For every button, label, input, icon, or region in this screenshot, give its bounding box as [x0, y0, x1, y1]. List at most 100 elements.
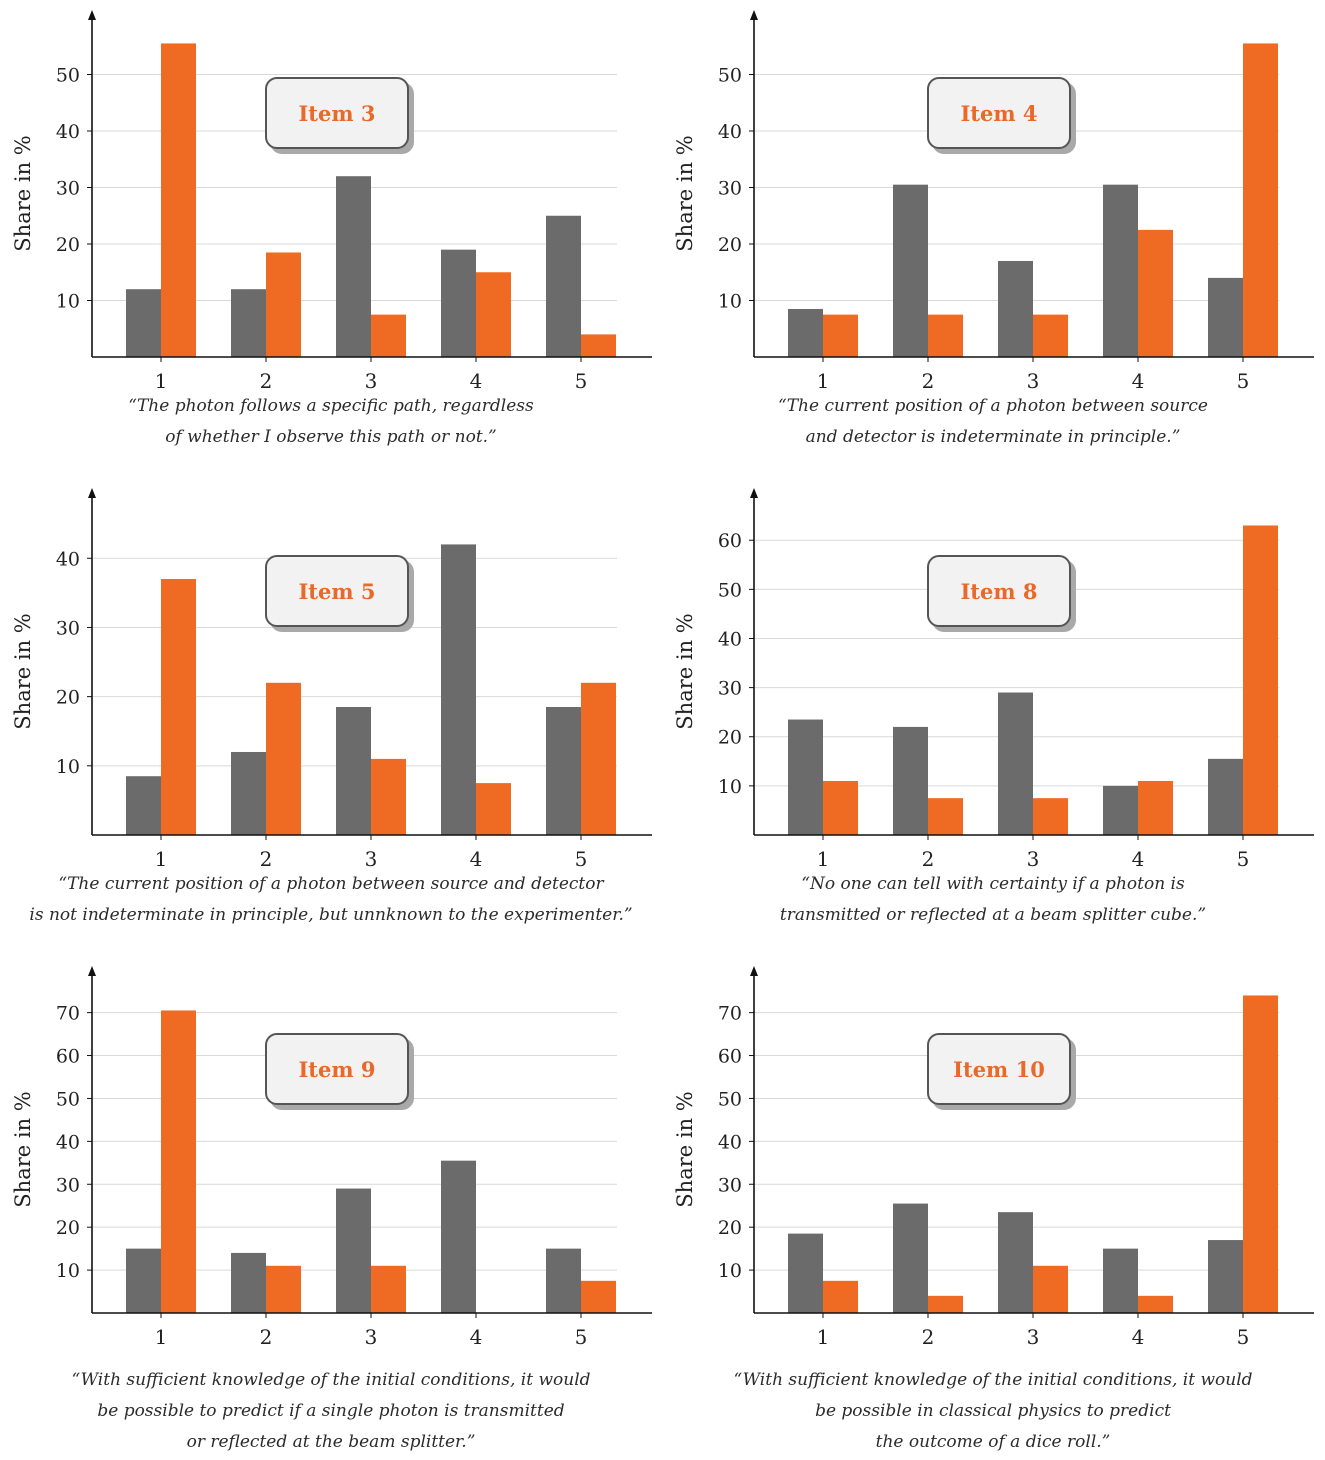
y-tick-label: 10	[56, 756, 80, 778]
y-tick-label: 30	[56, 617, 80, 639]
bar-chart: 10 20 30 40 1 2 3 4 5 Share in %	[11, 488, 652, 871]
bar-orange-2	[928, 1295, 963, 1313]
bar-gray-2	[231, 289, 266, 357]
bar-orange-2	[266, 682, 301, 835]
caption-line: be possible to predict if a single photo…	[97, 1401, 565, 1421]
x-tick-label: 5	[575, 1325, 588, 1349]
bar-gray-5	[1208, 277, 1243, 357]
bar-gray-2	[231, 751, 266, 835]
item-title-badge: Item 4	[927, 77, 1071, 149]
caption-line: “The photon follows a specific path, reg…	[128, 396, 534, 416]
caption-line: or reflected at the beam splitter.”	[186, 1432, 476, 1452]
x-tick-label: 3	[365, 847, 378, 871]
x-tick-label: 3	[1027, 1325, 1040, 1349]
x-tick-label: 4	[1132, 1325, 1145, 1349]
y-axis-arrow-icon	[88, 10, 96, 20]
y-tick-label: 10	[718, 291, 742, 313]
x-tick-label: 3	[1027, 847, 1040, 871]
bar-gray-4	[441, 249, 476, 357]
y-tick-label: 50	[56, 1088, 80, 1110]
bar-gray-1	[126, 776, 161, 835]
bar-orange-3	[1033, 1265, 1068, 1313]
y-tick-label: 20	[718, 727, 742, 749]
chart-caption: “With sufficient knowledge of the initia…	[662, 1365, 1324, 1458]
y-tick-label: 40	[56, 1131, 80, 1153]
x-tick-label: 4	[470, 847, 483, 871]
bar-gray-4	[1103, 1248, 1138, 1313]
bar-gray-4	[1103, 184, 1138, 357]
y-tick-label: 10	[56, 1260, 80, 1282]
x-tick-label: 4	[470, 369, 483, 393]
bar-orange-3	[371, 758, 406, 835]
bar-gray-4	[441, 1160, 476, 1313]
y-tick-label: 30	[718, 178, 742, 200]
caption-line: be possible in classical physics to pred…	[815, 1401, 1171, 1421]
caption-line: and detector is indeterminate in princip…	[805, 427, 1181, 447]
y-tick-label: 40	[718, 1131, 742, 1153]
x-tick-label: 1	[817, 369, 830, 393]
caption-line: the outcome of a dice roll.”	[875, 1432, 1111, 1452]
bar-orange-4	[476, 272, 511, 357]
y-tick-label: 60	[718, 1046, 742, 1068]
y-tick-label: 50	[718, 1088, 742, 1110]
y-tick-label: 30	[56, 1174, 80, 1196]
x-tick-label: 3	[1027, 369, 1040, 393]
bar-orange-3	[1033, 314, 1068, 357]
chart-caption: “No one can tell with certainty if a pho…	[662, 869, 1324, 931]
y-axis-label: Share in %	[11, 613, 35, 729]
bar-orange-5	[1243, 525, 1278, 835]
y-tick-label: 50	[56, 65, 80, 87]
caption-line: is not indeterminate in principle, but u…	[29, 905, 633, 925]
bar-orange-2	[266, 252, 301, 357]
bar-orange-5	[581, 1280, 616, 1313]
y-axis-arrow-icon	[750, 966, 758, 976]
y-axis-label: Share in %	[11, 1091, 35, 1207]
bar-gray-1	[788, 1233, 823, 1313]
bar-gray-5	[546, 215, 581, 357]
bar-gray-1	[788, 719, 823, 835]
x-tick-label: 5	[1237, 369, 1250, 393]
bar-orange-4	[476, 783, 511, 835]
y-tick-label: 30	[718, 1174, 742, 1196]
y-tick-label: 30	[718, 678, 742, 700]
x-tick-label: 2	[260, 369, 273, 393]
x-tick-label: 1	[817, 847, 830, 871]
bar-orange-1	[161, 579, 196, 835]
x-tick-label: 2	[922, 847, 935, 871]
bar-orange-2	[928, 798, 963, 835]
item-title-badge: Item 9	[265, 1033, 409, 1105]
bar-orange-1	[823, 780, 858, 835]
y-axis-label: Share in %	[673, 1091, 697, 1207]
y-tick-label: 20	[56, 234, 80, 256]
y-tick-label: 20	[56, 687, 80, 709]
bar-orange-3	[371, 1265, 406, 1313]
bar-orange-1	[161, 1010, 196, 1313]
x-tick-label: 3	[365, 1325, 378, 1349]
y-tick-label: 40	[56, 548, 80, 570]
bar-chart: 10 20 30 40 50 1 2 3 4 5 Share in %	[673, 10, 1314, 393]
chart-caption: “The photon follows a specific path, reg…	[0, 391, 662, 453]
y-tick-label: 60	[718, 530, 742, 552]
bar-gray-1	[126, 1248, 161, 1313]
y-axis-arrow-icon	[750, 488, 758, 498]
bar-orange-3	[1033, 798, 1068, 835]
chart-caption: “With sufficient knowledge of the initia…	[0, 1365, 662, 1458]
bar-orange-4	[1138, 229, 1173, 357]
bar-gray-3	[336, 1188, 371, 1313]
bar-orange-4	[1138, 780, 1173, 835]
bar-gray-5	[1208, 1240, 1243, 1313]
y-tick-label: 60	[56, 1046, 80, 1068]
x-tick-label: 5	[575, 847, 588, 871]
bar-gray-3	[998, 692, 1033, 835]
y-tick-label: 50	[718, 579, 742, 601]
y-axis-arrow-icon	[88, 488, 96, 498]
caption-line: “With sufficient knowledge of the initia…	[733, 1370, 1253, 1390]
bar-chart: 10 20 30 40 50 60 70 1 2 3 4 5 Share in %	[11, 966, 652, 1349]
chart-caption: “The current position of a photon betwee…	[0, 869, 662, 931]
bar-gray-1	[788, 308, 823, 357]
bar-orange-2	[266, 1265, 301, 1313]
x-tick-label: 3	[365, 369, 378, 393]
caption-line: of whether I observe this path or not.”	[165, 427, 497, 447]
bar-gray-2	[893, 1203, 928, 1313]
y-tick-label: 10	[56, 291, 80, 313]
